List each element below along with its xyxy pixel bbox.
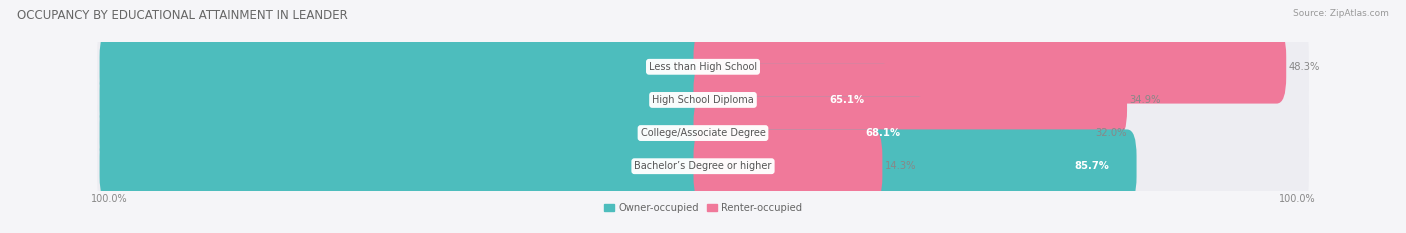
- Text: Bachelor’s Degree or higher: Bachelor’s Degree or higher: [634, 161, 772, 171]
- Text: 51.8%: 51.8%: [672, 62, 707, 72]
- FancyBboxPatch shape: [693, 63, 1128, 137]
- FancyBboxPatch shape: [97, 19, 1309, 114]
- Text: 65.1%: 65.1%: [830, 95, 865, 105]
- Text: 14.3%: 14.3%: [884, 161, 917, 171]
- FancyBboxPatch shape: [100, 129, 1136, 203]
- Text: College/Associate Degree: College/Associate Degree: [641, 128, 765, 138]
- Text: 32.0%: 32.0%: [1095, 128, 1126, 138]
- Text: Source: ZipAtlas.com: Source: ZipAtlas.com: [1294, 9, 1389, 18]
- Text: 85.7%: 85.7%: [1074, 161, 1109, 171]
- Text: OCCUPANCY BY EDUCATIONAL ATTAINMENT IN LEANDER: OCCUPANCY BY EDUCATIONAL ATTAINMENT IN L…: [17, 9, 347, 22]
- FancyBboxPatch shape: [100, 96, 928, 170]
- FancyBboxPatch shape: [97, 119, 1309, 214]
- Text: 34.9%: 34.9%: [1129, 95, 1161, 105]
- FancyBboxPatch shape: [100, 30, 734, 104]
- Text: Less than High School: Less than High School: [650, 62, 756, 72]
- Text: 48.3%: 48.3%: [1288, 62, 1320, 72]
- FancyBboxPatch shape: [100, 63, 891, 137]
- FancyBboxPatch shape: [693, 129, 883, 203]
- FancyBboxPatch shape: [693, 30, 1286, 104]
- Text: High School Diploma: High School Diploma: [652, 95, 754, 105]
- FancyBboxPatch shape: [97, 86, 1309, 180]
- FancyBboxPatch shape: [97, 53, 1309, 147]
- FancyBboxPatch shape: [693, 96, 1092, 170]
- Text: 68.1%: 68.1%: [865, 128, 900, 138]
- Legend: Owner-occupied, Renter-occupied: Owner-occupied, Renter-occupied: [605, 203, 801, 213]
